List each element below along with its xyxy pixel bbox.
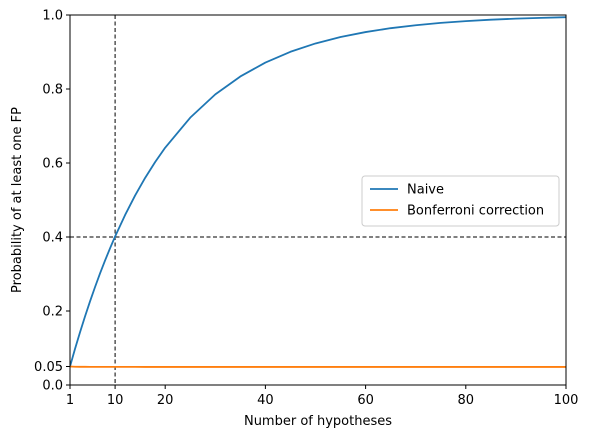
y-tick-label: 0.4 [42, 231, 63, 246]
x-tick-label: 20 [157, 393, 174, 408]
y-tick-label: 0.0 [42, 379, 63, 394]
y-axis: 0.0 0.05 0.2 0.4 0.6 0.8 1.0 [34, 9, 70, 394]
legend-box [361, 175, 560, 227]
y-tick-label: 0.2 [42, 305, 63, 320]
y-tick-label: 1.0 [42, 9, 63, 24]
x-tick-label: 60 [357, 393, 374, 408]
y-tick-label: 0.8 [42, 83, 63, 98]
legend-label: Bonferroni correction [407, 204, 544, 219]
y-axis-label: Probability of at least one FP [10, 107, 25, 293]
x-tick-label: 10 [107, 393, 124, 408]
x-tick-label: 40 [257, 393, 274, 408]
legend-label: Naive [407, 183, 444, 198]
x-axis: 1 10 20 40 60 80 100 [66, 385, 579, 408]
x-tick-label: 80 [458, 393, 475, 408]
legend: Naive Bonferroni correction [361, 175, 560, 227]
x-axis-label: Number of hypotheses [244, 414, 392, 429]
y-tick-label: 0.05 [34, 360, 63, 375]
x-tick-label: 100 [554, 393, 579, 408]
x-tick-label: 1 [66, 393, 74, 408]
y-tick-label: 0.6 [42, 157, 63, 172]
plot-area-frame [69, 14, 567, 386]
series-line-naive [70, 16, 566, 367]
